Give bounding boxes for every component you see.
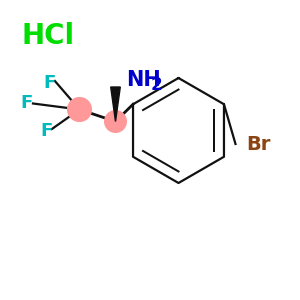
Text: 2: 2 <box>151 76 162 94</box>
Text: F: F <box>21 94 33 112</box>
Text: NH: NH <box>126 70 161 89</box>
Text: Br: Br <box>246 134 270 154</box>
Circle shape <box>68 98 92 122</box>
Text: F: F <box>40 122 52 140</box>
Text: HCl: HCl <box>21 22 75 50</box>
Circle shape <box>105 111 126 132</box>
Polygon shape <box>111 87 120 122</box>
Text: F: F <box>44 74 56 92</box>
